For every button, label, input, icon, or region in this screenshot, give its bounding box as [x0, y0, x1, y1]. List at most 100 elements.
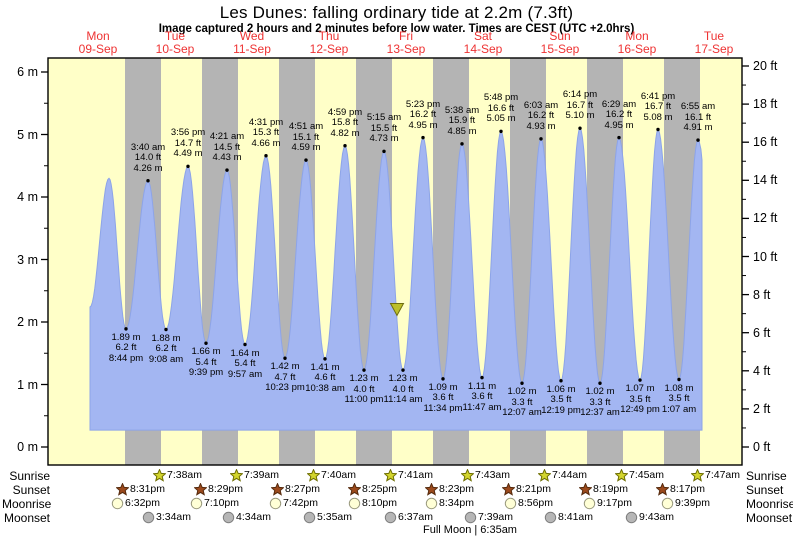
- moonrise-entry: 9:17pm: [583, 497, 632, 510]
- moonset-time: 8:41am: [558, 511, 594, 523]
- sunrise-icon: [307, 469, 320, 482]
- low-tide-annotation: 1.11 m 3.6 ft 11:47 am: [442, 380, 522, 414]
- tide-annotation-line: 16.2 ft: [527, 110, 555, 122]
- day-label: Tue 17-Sep: [676, 30, 752, 56]
- sunrise-time: 7:41am: [398, 469, 434, 481]
- sunrise-entry: 7:44am: [538, 469, 587, 482]
- tide-annotation-line: 4.0 ft: [392, 383, 414, 395]
- tide-annotation-line: 14.7 ft: [174, 137, 202, 149]
- astro-row-label-right: Sunset: [746, 483, 784, 497]
- sunset-entry: 8:23pm: [425, 483, 474, 496]
- day-date: 13-Sep: [386, 42, 426, 56]
- low-tide-annotation: 1.64 m 5.4 ft 9:57 am: [205, 348, 285, 381]
- tide-annotation-line: 15.5 ft: [370, 122, 398, 134]
- tide-annotation-line: 1.66 m: [191, 346, 221, 358]
- high-tide-annotation: 4:21 am 14.5 ft 4.43 m: [187, 132, 267, 164]
- tide-annotation-line: 4.85 m: [447, 125, 477, 137]
- day-name: Mon: [625, 29, 649, 43]
- tide-annotation-line: 14.0 ft: [134, 152, 162, 164]
- sunset-entry: 8:21pm: [502, 483, 551, 496]
- day-date: 14-Sep: [463, 42, 503, 56]
- tide-annotation-line: 4.59 m: [291, 142, 321, 154]
- moonrise-icon: [425, 497, 438, 510]
- sunrise-entry: 7:39am: [230, 469, 279, 482]
- tide-annotation-line: 16.2 ft: [409, 109, 437, 121]
- moonset-entry: 4:34am: [222, 511, 271, 524]
- tide-annotation-line: 5:15 am: [366, 112, 402, 124]
- day-label: Sun 15-Sep: [522, 30, 598, 56]
- sunset-entry: 8:31pm: [116, 483, 165, 496]
- tide-extreme-dot: [382, 149, 386, 154]
- sunrise-entry: 7:38am: [153, 469, 202, 482]
- high-tide-annotation: 4:31 pm 15.3 ft 4.66 m: [226, 117, 306, 150]
- day-label: Fri 13-Sep: [368, 30, 444, 56]
- tide-extreme-dot: [304, 158, 308, 162]
- tide-annotation-line: 16.7 ft: [566, 99, 594, 111]
- moonset-icon: [384, 511, 397, 524]
- moonset-entry: 9:43am: [625, 511, 674, 524]
- tide-annotation-line: 1.02 m: [585, 386, 615, 398]
- tide-annotation-line: 1.11 m: [467, 380, 497, 392]
- tide-extreme-dot: [520, 381, 524, 385]
- sunrise-icon: [691, 469, 704, 482]
- tide-annotation-line: 4.82 m: [330, 127, 360, 139]
- moonrise-icon: [583, 497, 596, 510]
- day-date: 17-Sep: [694, 42, 734, 56]
- feet-axis-label: 0 ft: [753, 440, 771, 454]
- sunset-time: 8:17pm: [670, 483, 706, 495]
- low-tide-annotation: 1.89 m 6.2 ft 8:44 pm: [86, 332, 166, 365]
- tide-annotation-line: 5.05 m: [486, 113, 516, 125]
- tide-annotation-line: 6:55 am: [680, 101, 716, 113]
- tide-extreme-dot: [124, 327, 128, 331]
- feet-axis-label: 12 ft: [753, 211, 778, 226]
- tide-annotation-line: 9:39 pm: [188, 367, 224, 379]
- tide-annotation-line: 3:56 pm: [170, 127, 206, 139]
- day-date: 10-Sep: [155, 42, 195, 56]
- sunrise-entry: 7:41am: [384, 469, 433, 482]
- meter-axis-label: 3 m: [17, 252, 38, 267]
- sunset-time: 8:29pm: [208, 483, 244, 495]
- sunrise-icon: [153, 469, 166, 482]
- tide-annotation-line: 6:14 pm: [562, 89, 598, 101]
- tide-annotation-line: 1.06 m: [546, 383, 576, 395]
- tide-annotation-line: 5.08 m: [643, 111, 673, 123]
- day-date: 15-Sep: [540, 42, 580, 56]
- moonrise-entry: 8:10pm: [348, 497, 397, 510]
- tide-extreme-dot: [264, 154, 268, 158]
- sunset-icon: [656, 483, 669, 496]
- tide-annotation-line: 1.23 m: [349, 373, 379, 385]
- low-tide-annotation: 1.02 m 3.3 ft 12:37 am: [560, 387, 640, 419]
- tide-annotation-line: 6.2 ft: [115, 342, 137, 354]
- moonset-icon: [544, 511, 557, 524]
- day-name: Tue: [703, 29, 725, 43]
- moonset-entry: 8:41am: [544, 511, 593, 524]
- meter-axis-label: 0 m: [17, 440, 38, 454]
- tide-extreme-dot: [283, 356, 287, 360]
- feet-axis-label: 18 ft: [753, 97, 778, 112]
- tide-annotation-line: 12:49 pm: [620, 404, 660, 416]
- high-tide-annotation: 5:38 am 15.9 ft 4.85 m: [422, 105, 502, 138]
- moonrise-time: 8:34pm: [439, 497, 475, 509]
- astro-row-label-right: Moonset: [746, 511, 793, 525]
- tide-annotation-line: 14.5 ft: [213, 141, 241, 153]
- tide-annotation-line: 3.6 ft: [432, 392, 454, 404]
- tide-annotation-line: 16.7 ft: [644, 101, 672, 112]
- high-tide-annotation: 6:55 am 16.1 ft 4.91 m: [658, 102, 738, 134]
- high-tide-annotation: 5:23 pm 16.2 ft 4.95 m: [383, 99, 463, 132]
- tide-annotation-line: 4.95 m: [604, 119, 634, 131]
- moonrise-icon: [111, 497, 124, 510]
- sunrise-icon: [230, 469, 243, 482]
- meter-axis-label: 6 m: [17, 65, 38, 79]
- feet-axis-label: 6 ft: [753, 325, 771, 340]
- day-name: Fri: [399, 29, 413, 43]
- moonrise-icon: [190, 497, 203, 510]
- tide-annotation-line: 4.66 m: [251, 137, 281, 149]
- moonset-time: 3:34am: [156, 511, 192, 523]
- sunrise-icon: [384, 469, 397, 482]
- day-date: 12-Sep: [309, 42, 349, 56]
- tide-annotation-line: 1.08 m: [664, 382, 694, 394]
- tide-annotation-line: 10:38 am: [305, 382, 345, 394]
- high-tide-annotation: 4:59 pm 15.8 ft 4.82 m: [305, 107, 385, 140]
- astro-row-label-right: Sunrise: [746, 469, 787, 483]
